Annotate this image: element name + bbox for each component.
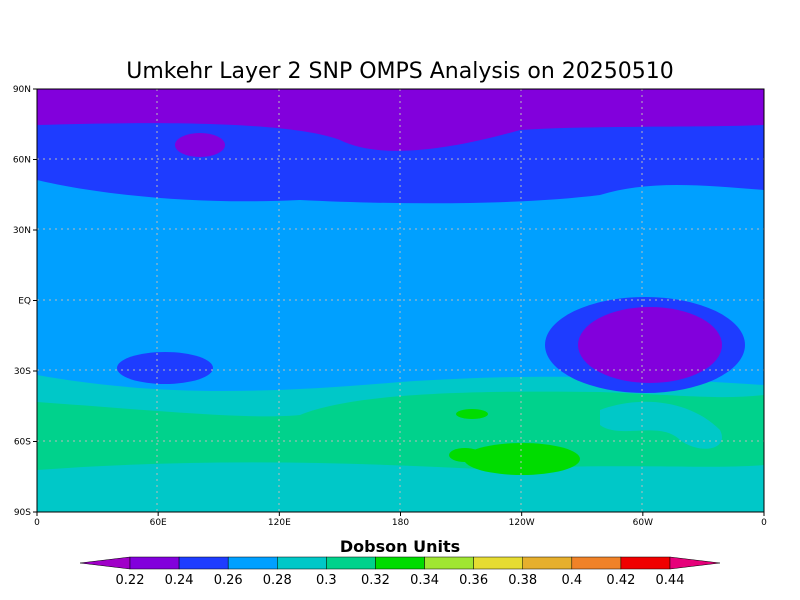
lon-label: 180 [392, 518, 409, 528]
lat-label: 30S [14, 367, 31, 377]
colorbar-box [473, 556, 523, 570]
colorbar-label: 0.22 [116, 573, 145, 588]
colorbar-label: 0.24 [165, 573, 194, 588]
colorbar-label: 0.4 [561, 573, 582, 588]
colorbar-label: 0.34 [410, 573, 439, 588]
colorbar-label: 0.32 [361, 573, 390, 588]
colorbar-label: 0.38 [508, 573, 537, 588]
colorbar-label: 0.44 [656, 573, 685, 588]
colorbar-end [669, 556, 721, 570]
region [578, 307, 722, 383]
lat-label: 90S [14, 508, 31, 518]
colorbar-box [424, 556, 474, 570]
lon-label: 60W [633, 518, 653, 528]
lon-label: 0 [34, 518, 40, 528]
colorbar-box [326, 556, 376, 570]
colorbar-box [571, 556, 622, 570]
colorbar-box [620, 556, 671, 570]
colorbar-box [227, 556, 278, 570]
colorbar-box [277, 556, 327, 570]
region [175, 133, 225, 157]
lat-label: 30N [13, 226, 31, 236]
colorbar-box [522, 556, 573, 570]
colorbar-label: 0.3 [316, 573, 337, 588]
lat-label: 60S [14, 438, 31, 448]
lon-label: 120E [268, 518, 291, 528]
region [456, 409, 488, 419]
title: Umkehr Layer 2 SNP OMPS Analysis on 2025… [126, 59, 674, 84]
colorbar-label: 0.28 [263, 573, 292, 588]
lat-label: EQ [18, 297, 31, 307]
region [449, 448, 481, 462]
region [37, 391, 764, 470]
colorbar-label: 0.42 [606, 573, 635, 588]
colorbar-title: Dobson Units [340, 537, 460, 556]
colorbar-box [129, 556, 180, 570]
graticule [37, 89, 764, 512]
colorbar-end [79, 556, 131, 570]
lon-label: 60E [150, 518, 167, 528]
region [117, 352, 213, 384]
lat-label: 90N [13, 85, 31, 95]
colorbar-label: 0.26 [214, 573, 243, 588]
lon-label: 0 [761, 518, 767, 528]
colorbar-label: 0.36 [459, 573, 488, 588]
region [464, 443, 580, 475]
region [600, 401, 722, 449]
ozone-field [37, 89, 764, 512]
colorbar-box [178, 556, 229, 570]
lon-label: 120W [509, 518, 535, 528]
lat-label: 60N [13, 156, 31, 166]
colorbar-box [375, 556, 425, 570]
